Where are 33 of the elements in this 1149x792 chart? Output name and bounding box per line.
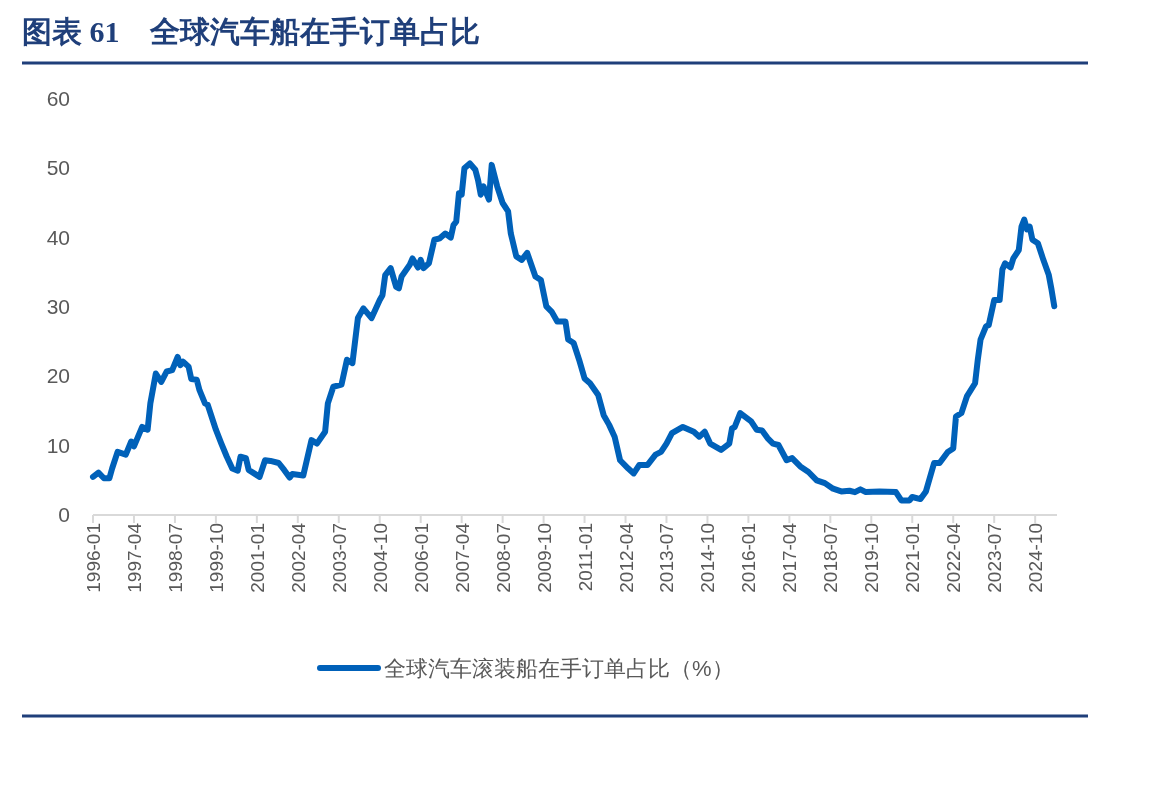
x-tick-label: 1997-04 — [123, 522, 145, 593]
x-tick-label: 2009-10 — [533, 523, 555, 593]
x-tick-label: 2023-07 — [984, 523, 1006, 593]
x-tick-label: 2011-01 — [574, 523, 596, 592]
x-tick-label: 2013-07 — [656, 523, 678, 593]
x-tick-label: 2016-01 — [738, 523, 760, 593]
x-tick-label: 1999-10 — [205, 523, 227, 593]
x-tick-label: 1998-07 — [164, 523, 186, 593]
x-tick-label: 2021-01 — [902, 523, 924, 593]
y-tick-label: 10 — [46, 433, 70, 457]
y-tick-label: 20 — [46, 364, 70, 388]
y-tick-label: 50 — [46, 156, 70, 180]
legend-label: 全球汽车滚装船在手订单占比（%） — [384, 656, 734, 681]
x-tick-label: 2007-04 — [451, 522, 473, 593]
y-tick-label: 0 — [58, 503, 70, 526]
x-tick-label: 2008-07 — [492, 523, 514, 593]
x-tick-label: 1996-01 — [83, 523, 104, 593]
y-tick-label: 60 — [46, 87, 70, 110]
x-tick-label: 2006-01 — [410, 523, 432, 593]
y-tick-label: 30 — [46, 295, 70, 318]
chart-title: 图表 61 全球汽车船在手订单占比 — [22, 15, 480, 48]
x-tick-label: 2001-01 — [246, 523, 268, 593]
x-tick-label: 2012-04 — [615, 522, 637, 593]
x-tick-label: 2019-10 — [861, 523, 883, 593]
x-tick-label: 2024-10 — [1025, 523, 1047, 593]
y-tick-label: 40 — [46, 225, 70, 249]
x-tick-label: 2004-10 — [369, 523, 391, 593]
x-tick-label: 2018-07 — [820, 523, 842, 593]
x-tick-label: 2003-07 — [328, 523, 350, 593]
x-tick-label: 2017-04 — [779, 522, 801, 593]
x-tick-label: 2022-04 — [943, 522, 965, 593]
x-tick-label: 2002-04 — [287, 522, 309, 593]
x-tick-label: 2014-10 — [697, 523, 719, 593]
